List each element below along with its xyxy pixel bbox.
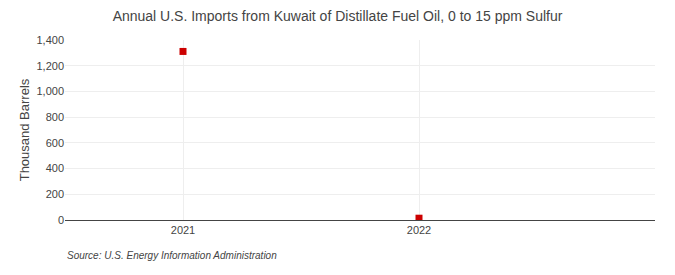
svg-text:400: 400 (46, 162, 64, 174)
svg-text:1,200: 1,200 (36, 60, 64, 72)
svg-text:200: 200 (46, 188, 64, 200)
svg-text:2022: 2022 (407, 224, 431, 236)
svg-text:2021: 2021 (171, 224, 195, 236)
svg-text:Thousand Barrels: Thousand Barrels (17, 78, 32, 181)
svg-text:800: 800 (46, 111, 64, 123)
svg-text:1,000: 1,000 (36, 85, 64, 97)
svg-text:1,400: 1,400 (36, 34, 64, 46)
svg-text:600: 600 (46, 137, 64, 149)
svg-text:Annual U.S. Imports from Kuwai: Annual U.S. Imports from Kuwait of Disti… (113, 8, 563, 24)
svg-text:Source: U.S. Energy Informatio: Source: U.S. Energy Information Administ… (67, 250, 277, 261)
svg-text:0: 0 (58, 214, 64, 226)
